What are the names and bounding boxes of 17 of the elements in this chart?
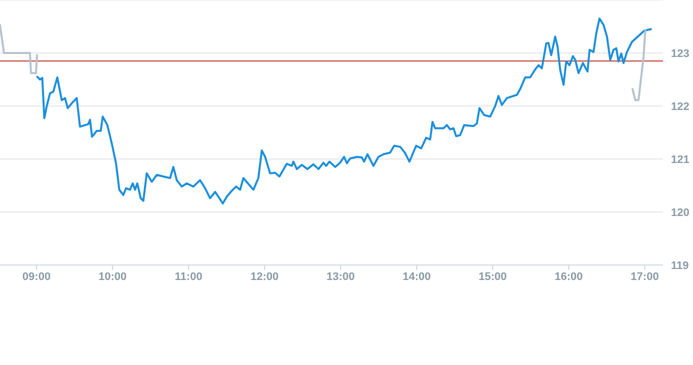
x-tick-label: 17:00	[630, 270, 659, 283]
y-tick-label: 122	[671, 100, 690, 113]
x-tick-label: 10:00	[98, 270, 127, 283]
x-tick-label: 12:00	[250, 270, 279, 283]
y-tick-label: 119	[671, 260, 689, 272]
y-tick-label: 121	[671, 154, 690, 166]
line-series	[36, 18, 652, 205]
line-series	[632, 30, 646, 102]
line-series	[0, 24, 38, 74]
x-tick-label: 15:00	[478, 270, 507, 283]
x-tick-label: 09:00	[22, 270, 51, 283]
x-tick-label: 13:00	[326, 270, 355, 283]
x-tick-label: 11:00	[174, 270, 202, 283]
y-tick-label: 123	[671, 48, 690, 60]
x-tick-label: 16:00	[554, 270, 583, 283]
y-tick-label: 120	[671, 206, 690, 219]
x-tick-label: 14:00	[402, 270, 431, 283]
